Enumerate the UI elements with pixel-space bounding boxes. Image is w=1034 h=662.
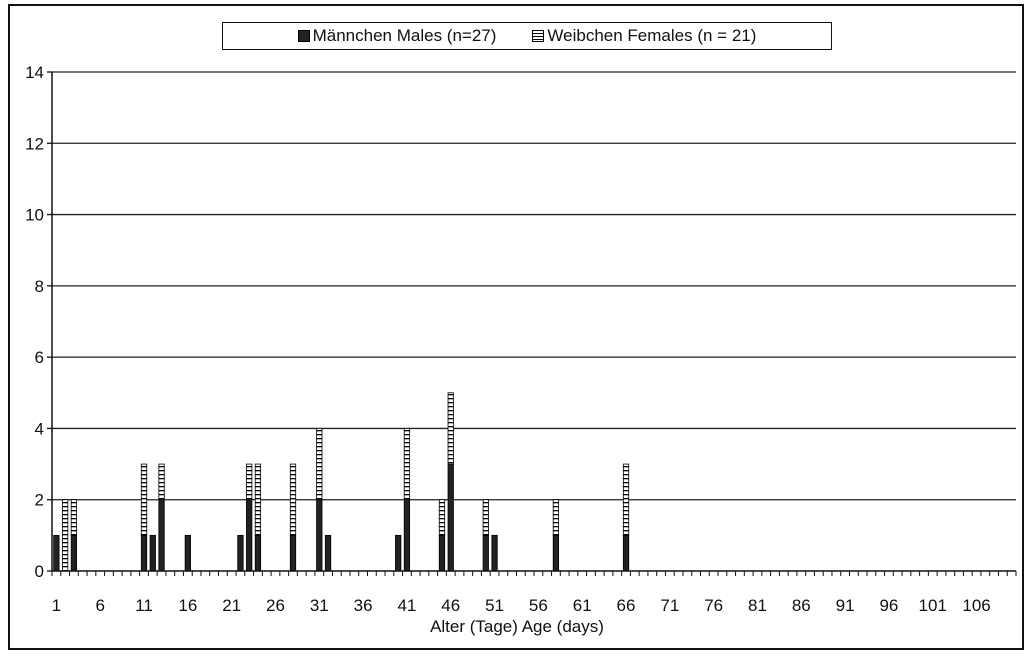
bar-females-28 [289, 463, 297, 536]
x-tick-label: 46 [441, 596, 460, 615]
x-tick-label: 96 [879, 596, 898, 615]
bar-males-13 [158, 499, 165, 572]
x-axis-label: Alter (Tage) Age (days) [430, 617, 604, 636]
bar-females-24 [254, 463, 262, 536]
x-tick-label: 71 [660, 596, 679, 615]
x-tick-label: 106 [962, 596, 990, 615]
bar-females-13 [158, 463, 165, 501]
bar-females-3 [70, 499, 78, 536]
y-tick-label: 8 [35, 277, 44, 296]
y-tick-label: 6 [35, 348, 44, 367]
x-tick-label: 31 [310, 596, 329, 615]
bar-females-31 [316, 428, 323, 501]
x-tick-label: 56 [529, 596, 548, 615]
bar-males-58 [552, 534, 560, 572]
bar-males-22 [237, 534, 244, 572]
legend: Männchen Males (n=27) Weibchen Females (… [222, 22, 832, 50]
y-tick-label: 0 [35, 562, 44, 581]
bar-females-50 [482, 499, 489, 536]
bar-females-46 [447, 392, 454, 465]
bar-males-23 [246, 499, 253, 572]
legend-entry-females: Weibchen Females (n = 21) [532, 26, 756, 46]
y-tick-label: 2 [35, 491, 44, 510]
legend-entry-males: Männchen Males (n=27) [297, 26, 497, 46]
x-tick-label: 36 [354, 596, 373, 615]
bar-females-2 [62, 499, 69, 572]
x-tick-label: 91 [836, 596, 855, 615]
bar-males-40 [395, 534, 402, 572]
bar-males-50 [482, 534, 489, 572]
bar-males-51 [491, 534, 498, 572]
bar-females-41 [403, 428, 411, 501]
legend-swatch-males [297, 30, 310, 42]
x-tick-label: 16 [178, 596, 197, 615]
y-tick-label: 10 [25, 206, 44, 225]
bar-males-24 [254, 534, 262, 572]
bar-females-45 [438, 499, 446, 536]
bar-males-45 [438, 534, 446, 572]
x-tick-label: 101 [919, 596, 947, 615]
bar-females-11 [140, 463, 148, 536]
bar-males-31 [316, 499, 323, 572]
bar-males-46 [447, 463, 454, 572]
bar-males-16 [184, 534, 191, 572]
bar-females-23 [246, 463, 253, 501]
bar-males-1 [53, 534, 60, 572]
legend-label-females: Weibchen Females (n = 21) [547, 26, 757, 45]
legend-label-males: Männchen Males (n=27) [312, 26, 497, 45]
legend-swatch-females [532, 30, 545, 42]
bar-males-32 [324, 534, 332, 572]
x-tick-label: 76 [704, 596, 723, 615]
chart-frame [8, 4, 1024, 650]
bar-males-3 [70, 534, 78, 572]
bar-males-41 [403, 499, 411, 572]
bar-females-58 [552, 499, 560, 536]
x-tick-label: 11 [135, 596, 153, 615]
x-tick-label: 41 [397, 596, 416, 615]
x-tick-label: 51 [485, 596, 504, 615]
x-tick-label: 61 [573, 596, 592, 615]
x-tick-label: 81 [748, 596, 767, 615]
x-tick-label: 26 [266, 596, 285, 615]
bar-males-12 [149, 534, 156, 572]
x-tick-label: 86 [792, 596, 811, 615]
y-tick-label: 14 [25, 63, 44, 82]
bar-males-11 [140, 534, 148, 572]
bar-females-66 [622, 463, 630, 536]
x-tick-label: 66 [617, 596, 636, 615]
bar-males-66 [622, 534, 630, 572]
x-tick-label: 21 [222, 596, 241, 615]
y-tick-label: 12 [25, 134, 44, 153]
x-tick-label: 6 [95, 596, 104, 615]
bar-males-28 [289, 534, 297, 572]
x-tick-label: 1 [52, 596, 61, 615]
y-tick-label: 4 [35, 419, 44, 438]
